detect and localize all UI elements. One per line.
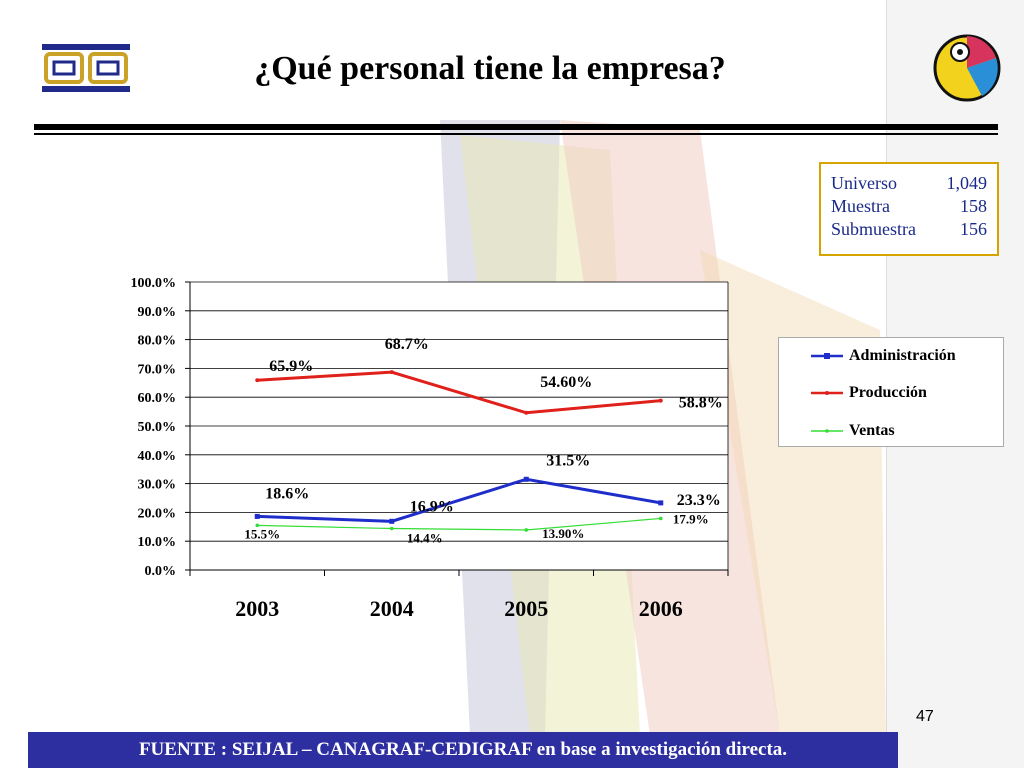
data-point-administracion [523,476,529,482]
partner-logo [933,34,1001,102]
data-point-administracion [254,513,260,519]
info-label: Muestra [831,196,890,216]
data-point-produccion [524,410,529,415]
info-label: Universo [831,173,897,193]
y-tick-label: 100.0% [131,276,177,291]
legend-item-ventas: Ventas [811,422,895,440]
y-tick-label: 90.0% [138,305,177,320]
info-value: 156 [960,219,987,239]
info-row-universo: Universo 1,049 [831,172,987,195]
legend-swatch-administracion [811,353,843,359]
data-label-produccion: 58.8% [679,395,723,412]
legend-label: Producción [849,384,927,401]
legend-label: Ventas [849,422,895,439]
data-point-administracion [389,518,395,524]
info-value: 1,049 [946,173,988,193]
data-label-administracion: 23.3% [677,492,721,509]
legend-swatch-ventas [811,429,843,433]
y-tick-label: 30.0% [138,478,177,493]
data-point-produccion [255,378,260,383]
page-number: 47 [916,708,934,725]
y-tick-label: 20.0% [138,506,177,521]
data-label-administracion: 18.6% [265,485,309,502]
y-tick-label: 10.0% [138,535,177,550]
data-point-produccion [389,370,394,375]
x-tick-label: 2006 [639,596,683,621]
data-point-ventas [524,528,529,532]
y-tick-label: 40.0% [138,449,177,464]
info-value: 158 [960,196,987,216]
data-label-produccion: 68.7% [385,336,429,353]
data-label-ventas: 17.9% [673,511,709,526]
organization-logo [42,44,130,92]
y-tick-label: 0.0% [145,564,177,579]
legend-label: Administración [849,347,956,364]
y-tick-label: 60.0% [138,391,177,406]
title-rule [34,124,998,130]
data-point-ventas [389,526,394,531]
data-label-ventas: 13.90% [542,526,584,541]
line-chart: 0.0% 10.0% 20.0% 30.0% 40.0% 50.0% 60.0% 70.0% 8… [131,276,729,621]
slide-title: ¿Qué personal tiene la empresa? [254,50,726,87]
x-tick-label: 2004 [370,596,414,621]
y-tick-label: 70.0% [138,362,177,377]
sample-info-box: Universo 1,049 Muestra 158 Submuestra 15… [819,162,999,256]
data-label-ventas: 15.5% [244,526,280,541]
title-rule-thin [34,133,998,135]
series-line-produccion [257,370,661,415]
info-label: Submuestra [831,219,916,239]
info-row-submuestra: Submuestra 156 [831,218,987,241]
x-tick-label: 2005 [504,596,548,621]
data-point-ventas [658,516,663,521]
data-point-ventas [255,523,260,528]
x-tick-label: 2003 [235,596,279,621]
data-label-produccion: 54.60% [540,374,592,391]
data-label-produccion: 65.9% [269,358,313,375]
chart-legend: Administración Producción Ventas [778,337,1004,447]
source-footer: FUENTE : SEIJAL – CANAGRAF-CEDIGRAF en b… [28,732,898,768]
info-row-muestra: Muestra 158 [831,195,987,218]
series-line-ventas [257,517,661,531]
legend-item-administracion: Administración [811,347,956,365]
data-label-administracion: 31.5% [546,452,590,469]
legend-swatch-produccion [811,391,843,395]
data-label-ventas: 14.4% [407,531,443,546]
data-point-administracion [658,500,664,506]
y-tick-label: 80.0% [138,334,177,349]
series-line-administracion [257,477,662,523]
data-point-produccion [658,398,663,403]
data-label-administracion: 16.9% [410,498,454,515]
y-tick-label: 50.0% [138,420,177,435]
legend-item-produccion: Producción [811,384,927,402]
